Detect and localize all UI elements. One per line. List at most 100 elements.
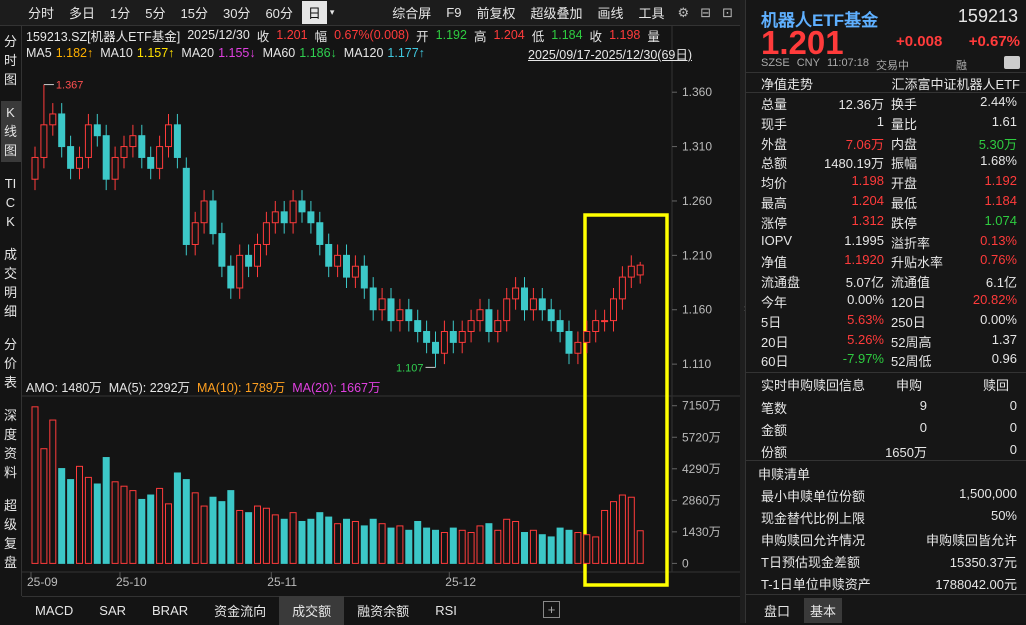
list-label: 现金替代比例上限 — [761, 511, 866, 526]
quote-label: IOPV — [761, 232, 793, 248]
candle-body — [236, 254, 244, 289]
vol-tick-label: 4290万 — [682, 462, 721, 476]
volume-bar — [298, 520, 306, 564]
tool-icon[interactable]: ⊟ — [700, 4, 712, 20]
candle-body — [601, 320, 609, 323]
timeframe-tab[interactable]: 60分 — [265, 6, 293, 21]
side-tab[interactable]: K线图 — [0, 101, 21, 162]
panel-tab[interactable]: 盘口 — [764, 604, 791, 619]
candle-body — [200, 200, 208, 224]
col-header: 申购 — [896, 378, 923, 393]
volume-bar — [271, 514, 279, 564]
candle-body — [369, 287, 377, 311]
volume-bar — [618, 494, 626, 564]
tool-button[interactable]: 画线 — [597, 6, 624, 21]
timeframe-tab[interactable]: 15分 — [180, 6, 208, 21]
tool-icon[interactable]: ⊡ — [722, 4, 733, 20]
add-tab[interactable]: + — [543, 601, 560, 618]
side-tab[interactable]: 分时图 — [3, 34, 17, 87]
tool-icon[interactable]: ⚙ — [677, 4, 690, 20]
candle-body — [556, 320, 564, 332]
indicator-tab[interactable]: 资金流向 — [214, 603, 267, 619]
low-marker: 1.107 — [396, 362, 424, 374]
volume-bar — [405, 529, 413, 564]
sub-value: 0 — [1009, 398, 1017, 413]
candle-body — [387, 298, 395, 322]
candle-body — [271, 211, 279, 224]
info-item: 1.201 — [276, 28, 308, 42]
timeframe-tab[interactable]: 1分 — [110, 6, 131, 21]
quote-label: 开盘 — [891, 176, 918, 192]
list-title: 申赎清单 — [758, 467, 811, 482]
indicator-tab[interactable]: RSI — [435, 602, 457, 618]
candle-body — [458, 330, 466, 343]
quote-label: 跌停 — [891, 215, 918, 231]
ma-value: 1.157↑ — [136, 45, 175, 60]
list-label: T-1日单位申赎资产 — [761, 577, 871, 592]
side-tab[interactable]: 成交明细 — [3, 247, 17, 319]
tool-button[interactable]: 超级叠加 — [530, 6, 583, 21]
fund-code: 159213 — [957, 6, 1018, 26]
tool-button[interactable]: 前复权 — [476, 6, 516, 21]
quote-label: 内盘 — [891, 136, 918, 152]
nav-tab[interactable]: 净值走势 — [761, 77, 814, 92]
candle-body — [627, 265, 635, 278]
volume-bar — [67, 479, 75, 564]
indicator-tab[interactable]: SAR — [99, 602, 127, 618]
sub-value: 0 — [1009, 420, 1017, 435]
volume-bar — [58, 468, 66, 564]
indicator-tab[interactable]: MACD — [35, 602, 74, 618]
candle-body — [156, 146, 164, 169]
side-tab[interactable]: 分价表 — [3, 337, 17, 390]
candle-body — [254, 243, 261, 267]
volume-bar — [120, 485, 128, 564]
x-tick-label: 25-09 — [27, 575, 58, 589]
ma-value: 1.155↓ — [218, 45, 256, 60]
volume-bar — [316, 512, 324, 564]
quote-label: 溢折率 — [891, 235, 931, 251]
amo-line: AMO: 1480万 MA(5): 2292万 MA(10): 1789万 MA(20… — [26, 378, 380, 395]
quote-label: 量比 — [891, 116, 918, 132]
timeframe-tab[interactable]: 日 — [301, 1, 327, 24]
quote-value: 12.36万 — [838, 97, 884, 112]
list-label: T日预估现金差额 — [761, 555, 860, 570]
sub-row: 金额 0 0 — [746, 420, 1026, 440]
tool-button[interactable]: 综合屏 — [392, 6, 432, 21]
tool-button[interactable]: 工具 — [638, 6, 665, 21]
volume-bar — [485, 523, 493, 564]
quote-value: 1.184 — [984, 193, 1017, 208]
indicator-tab[interactable]: BRAR — [152, 602, 189, 618]
side-tab[interactable]: 深度资料 — [3, 408, 17, 480]
info-item: 1.198 — [609, 28, 641, 42]
quote-label: 今年 — [761, 295, 788, 310]
sub-row: 份额 1650万 0 — [746, 442, 1026, 462]
list-value: 1788042.00元 — [935, 577, 1017, 592]
volume-bar — [423, 527, 431, 564]
tool-button[interactable]: F9 — [446, 5, 462, 20]
quote-label: 最低 — [891, 196, 918, 211]
panel-tab[interactable]: 基本 — [804, 598, 843, 623]
quote-value: 1.204 — [851, 193, 884, 208]
indicator-tab[interactable]: 成交额 — [279, 595, 345, 625]
info-item: 收 — [256, 29, 270, 44]
timeframe-tab[interactable]: 30分 — [222, 6, 251, 21]
timeframe-tab[interactable]: 5分 — [145, 6, 166, 21]
candle-body — [191, 222, 199, 245]
candle-body — [182, 167, 190, 245]
fund-name: 机器人ETF基金 — [761, 11, 879, 30]
candle-body — [476, 309, 484, 322]
dropdown-arrow[interactable]: ▾ — [329, 7, 335, 17]
ma-name: MA20 — [181, 45, 215, 60]
divider — [746, 594, 1026, 595]
side-tab[interactable]: 超级复盘 — [3, 498, 17, 570]
side-tab[interactable]: TICK — [4, 176, 17, 229]
ma-item: MA5 1.182↑ — [26, 46, 93, 60]
timeframe-tab[interactable]: 分时 — [28, 6, 55, 21]
indicator-tab[interactable]: 融资余额 — [357, 603, 410, 619]
volume-bar — [369, 518, 377, 564]
quote-row: 涨停 1.312 跌停 1.074 — [746, 213, 1026, 233]
timeframe-tab[interactable]: 多日 — [69, 6, 96, 21]
quote-label: 250日 — [891, 314, 926, 330]
info-item: 低 — [531, 29, 545, 44]
candle-body — [93, 124, 101, 137]
